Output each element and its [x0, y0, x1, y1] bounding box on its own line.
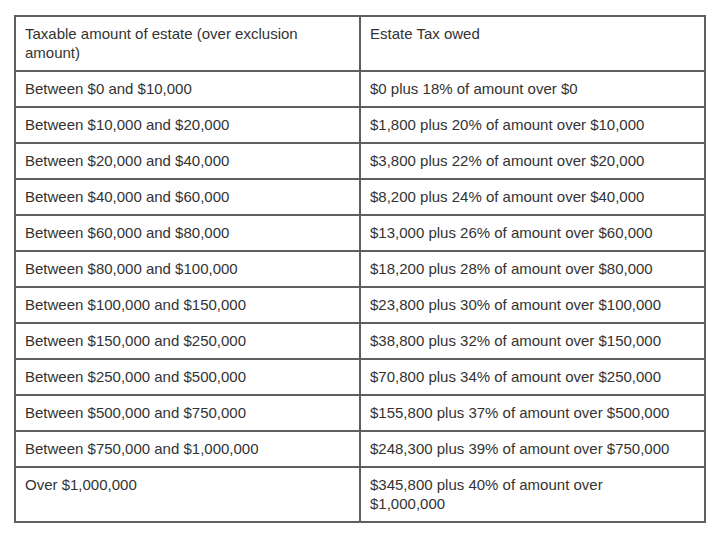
estate-tax-owed-cell: $248,300 plus 39% of amount over $750,00…	[360, 431, 705, 467]
taxable-amount-cell: Between $80,000 and $100,000	[15, 251, 360, 287]
table-row: Between $80,000 and $100,000$18,200 plus…	[15, 251, 705, 287]
table-row: Between $10,000 and $20,000$1,800 plus 2…	[15, 107, 705, 143]
table-body: Between $0 and $10,000$0 plus 18% of amo…	[15, 71, 705, 522]
column-header-taxable-amount: Taxable amount of estate (over exclusion…	[15, 16, 360, 71]
estate-tax-owed-cell: $13,000 plus 26% of amount over $60,000	[360, 215, 705, 251]
table-row: Over $1,000,000$345,800 plus 40% of amou…	[15, 467, 705, 522]
estate-tax-owed-cell: $155,800 plus 37% of amount over $500,00…	[360, 395, 705, 431]
taxable-amount-cell: Between $10,000 and $20,000	[15, 107, 360, 143]
taxable-amount-cell: Between $20,000 and $40,000	[15, 143, 360, 179]
estate-tax-table: Taxable amount of estate (over exclusion…	[14, 15, 706, 523]
estate-tax-owed-cell: $345,800 plus 40% of amount over $1,000,…	[360, 467, 705, 522]
estate-tax-owed-cell: $70,800 plus 34% of amount over $250,000	[360, 359, 705, 395]
table-row: Between $0 and $10,000$0 plus 18% of amo…	[15, 71, 705, 107]
table-row: Between $750,000 and $1,000,000$248,300 …	[15, 431, 705, 467]
taxable-amount-cell: Between $500,000 and $750,000	[15, 395, 360, 431]
column-header-estate-tax-owed: Estate Tax owed	[360, 16, 705, 71]
taxable-amount-cell: Over $1,000,000	[15, 467, 360, 522]
taxable-amount-cell: Between $100,000 and $150,000	[15, 287, 360, 323]
table-row: Between $250,000 and $500,000$70,800 plu…	[15, 359, 705, 395]
estate-tax-owed-cell: $38,800 plus 32% of amount over $150,000	[360, 323, 705, 359]
taxable-amount-cell: Between $40,000 and $60,000	[15, 179, 360, 215]
table-row: Between $40,000 and $60,000$8,200 plus 2…	[15, 179, 705, 215]
estate-tax-owed-cell: $8,200 plus 24% of amount over $40,000	[360, 179, 705, 215]
table-row: Between $60,000 and $80,000$13,000 plus …	[15, 215, 705, 251]
table-row: Between $20,000 and $40,000$3,800 plus 2…	[15, 143, 705, 179]
estate-tax-owed-cell: $18,200 plus 28% of amount over $80,000	[360, 251, 705, 287]
estate-tax-owed-cell: $23,800 plus 30% of amount over $100,000	[360, 287, 705, 323]
estate-tax-owed-cell: $3,800 plus 22% of amount over $20,000	[360, 143, 705, 179]
page: Taxable amount of estate (over exclusion…	[0, 0, 720, 536]
taxable-amount-cell: Between $750,000 and $1,000,000	[15, 431, 360, 467]
taxable-amount-cell: Between $150,000 and $250,000	[15, 323, 360, 359]
estate-tax-owed-cell: $0 plus 18% of amount over $0	[360, 71, 705, 107]
taxable-amount-cell: Between $0 and $10,000	[15, 71, 360, 107]
table-row: Between $100,000 and $150,000$23,800 plu…	[15, 287, 705, 323]
table-row: Between $150,000 and $250,000$38,800 plu…	[15, 323, 705, 359]
estate-tax-owed-cell: $1,800 plus 20% of amount over $10,000	[360, 107, 705, 143]
table-header-row: Taxable amount of estate (over exclusion…	[15, 16, 705, 71]
taxable-amount-cell: Between $60,000 and $80,000	[15, 215, 360, 251]
table-row: Between $500,000 and $750,000$155,800 pl…	[15, 395, 705, 431]
taxable-amount-cell: Between $250,000 and $500,000	[15, 359, 360, 395]
